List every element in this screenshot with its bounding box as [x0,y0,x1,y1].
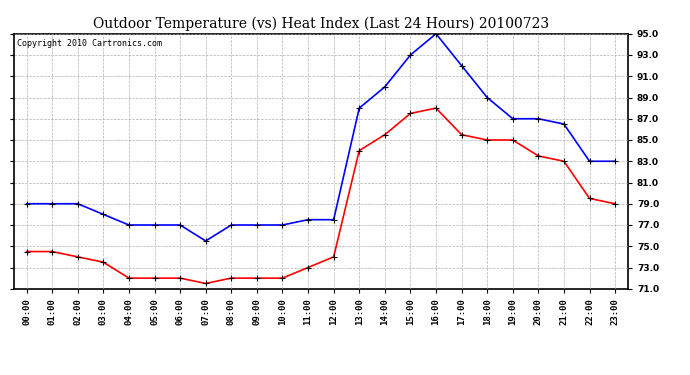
Text: Copyright 2010 Cartronics.com: Copyright 2010 Cartronics.com [17,39,162,48]
Title: Outdoor Temperature (vs) Heat Index (Last 24 Hours) 20100723: Outdoor Temperature (vs) Heat Index (Las… [92,17,549,31]
